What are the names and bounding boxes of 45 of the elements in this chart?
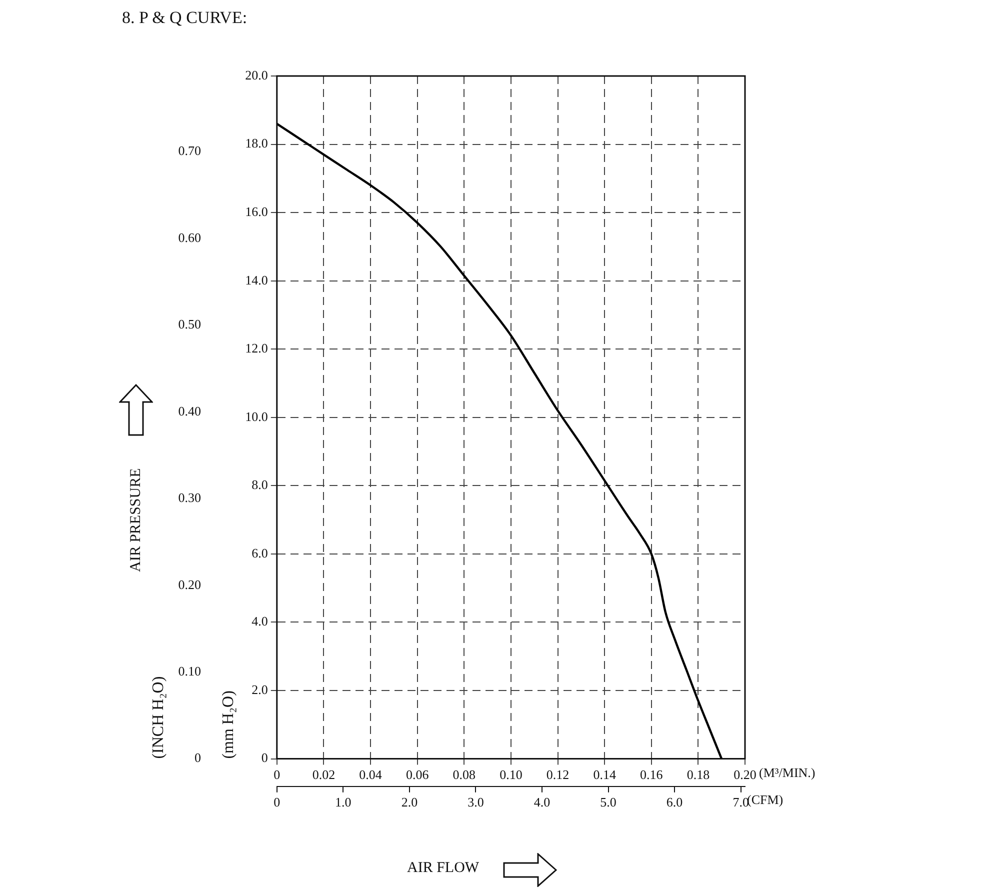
y-tick-label: 18.0 xyxy=(245,136,268,151)
x2-axis-title: (CFM) xyxy=(747,792,784,808)
y2-tick-label: 0.60 xyxy=(178,230,201,245)
x-tick-label: 0.20 xyxy=(734,767,756,782)
x-tick-label: 0.14 xyxy=(593,767,616,782)
y2-tick-label: 0 xyxy=(194,750,201,766)
x-tick-label: 0.16 xyxy=(640,767,664,782)
x-tick-label: 0.10 xyxy=(500,767,522,782)
y-tick-label: 20.0 xyxy=(245,67,268,82)
y-axis-title: (mm H₂O) xyxy=(220,690,237,759)
x2-tick-label: 3.0 xyxy=(468,794,484,810)
y2-tick-label: 0.10 xyxy=(178,664,201,679)
y-tick-label: 6.0 xyxy=(252,545,268,560)
y-tick-label: 0 xyxy=(261,750,268,766)
x-tick-label: 0.02 xyxy=(312,767,336,782)
x-tick-label: 0.12 xyxy=(546,767,570,782)
x2-tick-label: 1.0 xyxy=(335,794,352,810)
y2-tick-label: 0.40 xyxy=(178,403,201,418)
y-tick-label: 8.0 xyxy=(252,477,268,492)
x2-tick-label: 0 xyxy=(274,794,280,810)
y-tick-label: 4.0 xyxy=(252,614,268,629)
y-tick-label: 2.0 xyxy=(252,682,268,697)
x-tick-label: 0 xyxy=(274,767,280,782)
y2-axis-title: (INCH H₂O) xyxy=(150,676,167,759)
y2-tick-label: 0.20 xyxy=(178,576,201,592)
text: AIR FLOW xyxy=(407,860,480,877)
x-tick-label: 0.04 xyxy=(359,767,382,782)
x-tick-label: 0.08 xyxy=(452,767,476,782)
y2-tick-label: 0.30 xyxy=(178,490,201,506)
y-tick-label: 10.0 xyxy=(245,408,268,424)
text: AIR PRESSURE xyxy=(128,468,145,572)
x-tick-label: 0.18 xyxy=(686,767,710,782)
x2-tick-label: 5.0 xyxy=(600,794,616,810)
x2-tick-label: 4.0 xyxy=(534,794,550,810)
line-series xyxy=(276,122,723,759)
x2-tick-label: 6.0 xyxy=(666,794,683,810)
x-tick-label: 0.06 xyxy=(406,767,430,782)
y-tick-label: 16.0 xyxy=(245,204,268,219)
x-axis-title: (M³/MIN.) xyxy=(759,764,816,781)
y2-tick-label: 0.70 xyxy=(178,143,201,158)
chart-title: 8. P & Q CURVE: xyxy=(122,8,248,28)
y-tick-label: 12.0 xyxy=(245,340,268,356)
y2-tick-label: 0.50 xyxy=(178,316,201,332)
y-tick-label: 14.0 xyxy=(245,272,268,288)
x2-tick-label: 2.0 xyxy=(401,794,418,810)
